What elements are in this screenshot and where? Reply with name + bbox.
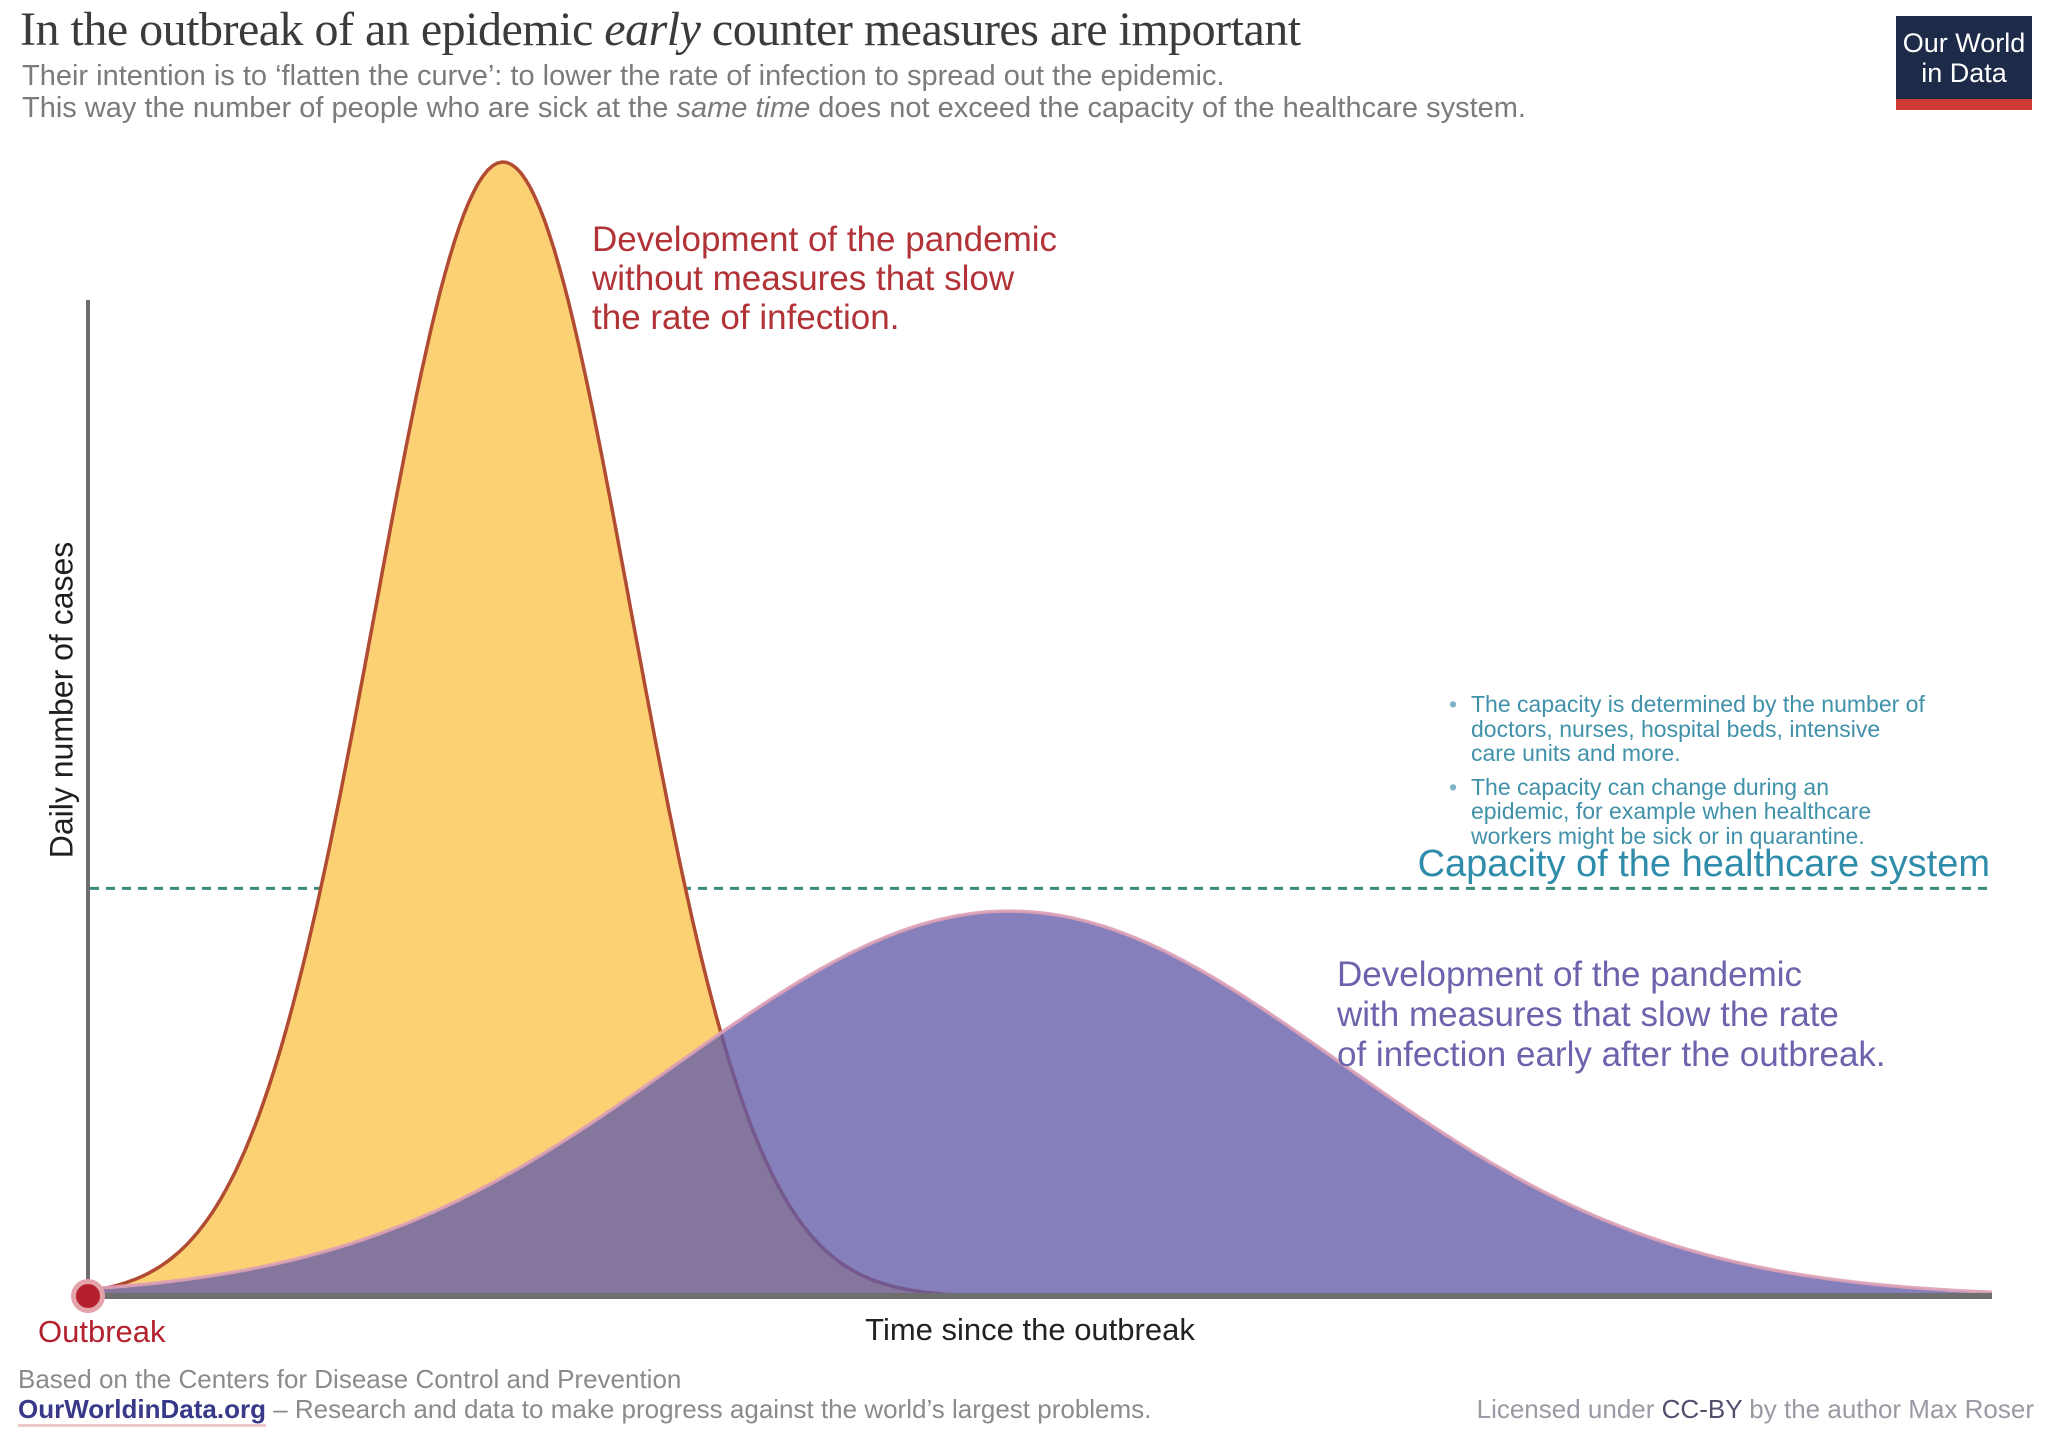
capacity-note-item: • The capacity is determined by the numb… [1449,691,1925,766]
capacity-line-label: Capacity of the healthcare system [1417,843,1990,885]
annotation-without-measures: Development of the pandemic without meas… [592,220,1057,337]
page-title: In the outbreak of an epidemic early cou… [20,3,1301,56]
subtitle-line-2: This way the number of people who are si… [22,92,1526,124]
bullet-icon: • [1449,773,1458,800]
owid-logo-red-bar [1896,99,2032,110]
curve-without-measures-area [88,162,1992,1297]
annotation-with-measures: Development of the pandemic with measure… [1337,955,1886,1074]
y-axis-line [86,300,90,1297]
owid-logo-line1: Our World [1902,28,2026,58]
owid-logo[interactable]: Our World in Data [1896,16,2032,110]
cc-by-link[interactable]: CC-BY [1661,1394,1743,1424]
y-axis-label: Daily number of cases [43,541,80,859]
source-note: Based on the Centers for Disease Control… [18,1364,682,1394]
x-axis-label: Time since the outbreak [865,1312,1195,1347]
license-note: Licensed under CC-BY by the author Max R… [1476,1394,2034,1424]
curve-with-measures-area [88,911,1992,1297]
footer-tagline: OurWorldinData.org – Research and data t… [18,1394,1151,1427]
x-axis-line [86,1293,1992,1299]
capacity-notes: • The capacity is determined by the numb… [1449,692,1929,857]
capacity-note-item: • The capacity can change during an epid… [1449,773,1872,849]
outbreak-label: Outbreak [38,1314,166,1349]
owid-link[interactable]: OurWorldinData.org [18,1394,266,1427]
bullet-icon: • [1449,691,1458,717]
curve-with-measures-line [87,909,1993,1294]
owid-logo-line2: in Data [1921,58,2007,88]
subtitle-line-1: Their intention is to ‘flatten the curve… [22,60,1225,92]
outbreak-dot [76,1284,100,1308]
